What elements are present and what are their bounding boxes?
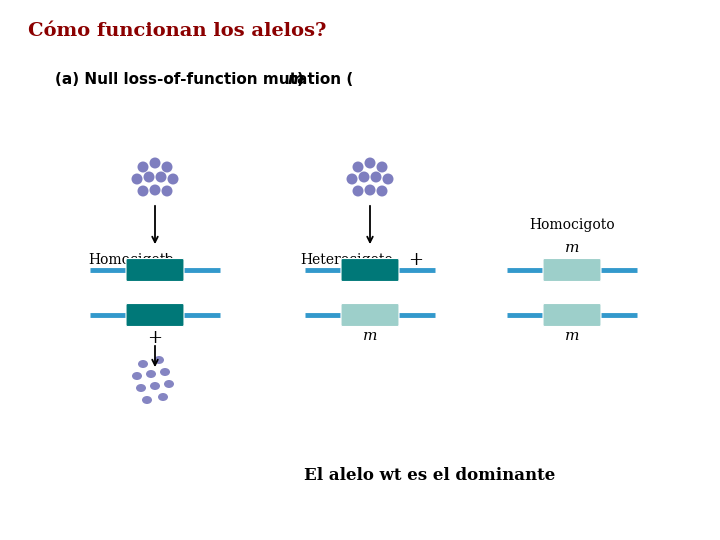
FancyBboxPatch shape xyxy=(543,259,601,281)
Text: +: + xyxy=(148,329,163,347)
Text: (a) Null loss-of-function mutation (: (a) Null loss-of-function mutation ( xyxy=(55,72,354,87)
FancyBboxPatch shape xyxy=(126,303,184,327)
Ellipse shape xyxy=(161,186,173,197)
Ellipse shape xyxy=(142,396,152,404)
Ellipse shape xyxy=(136,384,146,392)
Ellipse shape xyxy=(158,393,168,401)
Ellipse shape xyxy=(371,172,382,183)
Ellipse shape xyxy=(138,161,148,172)
FancyBboxPatch shape xyxy=(543,303,601,327)
Ellipse shape xyxy=(132,173,143,185)
Ellipse shape xyxy=(377,186,387,197)
Text: Heterocigoto: Heterocigoto xyxy=(300,253,392,267)
Ellipse shape xyxy=(132,372,142,380)
Ellipse shape xyxy=(143,172,155,183)
FancyBboxPatch shape xyxy=(341,259,399,281)
Ellipse shape xyxy=(364,158,376,168)
Ellipse shape xyxy=(150,382,160,390)
Text: ): ) xyxy=(297,72,304,87)
Text: +: + xyxy=(158,251,173,269)
Ellipse shape xyxy=(353,161,364,172)
FancyBboxPatch shape xyxy=(126,259,184,281)
Ellipse shape xyxy=(138,186,148,197)
Ellipse shape xyxy=(164,380,174,388)
Ellipse shape xyxy=(168,173,179,185)
Text: +: + xyxy=(408,251,423,269)
Text: Cómo funcionan los alelos?: Cómo funcionan los alelos? xyxy=(28,22,326,40)
Ellipse shape xyxy=(150,185,161,195)
Ellipse shape xyxy=(154,356,164,364)
Ellipse shape xyxy=(382,173,394,185)
Ellipse shape xyxy=(138,360,148,368)
Ellipse shape xyxy=(150,158,161,168)
FancyBboxPatch shape xyxy=(341,303,399,327)
Ellipse shape xyxy=(346,173,358,185)
Ellipse shape xyxy=(146,370,156,378)
Text: El alelo wt es el dominante: El alelo wt es el dominante xyxy=(305,467,556,483)
Text: Homocigoto: Homocigoto xyxy=(88,253,174,267)
Text: Homocigoto: Homocigoto xyxy=(529,218,615,232)
Text: m: m xyxy=(564,329,580,343)
Ellipse shape xyxy=(359,172,369,183)
Ellipse shape xyxy=(364,185,376,195)
Text: m: m xyxy=(363,329,377,343)
Ellipse shape xyxy=(156,172,166,183)
Text: m: m xyxy=(288,72,304,87)
Ellipse shape xyxy=(161,161,173,172)
Ellipse shape xyxy=(353,186,364,197)
Text: m: m xyxy=(564,241,580,255)
Ellipse shape xyxy=(377,161,387,172)
Ellipse shape xyxy=(160,368,170,376)
